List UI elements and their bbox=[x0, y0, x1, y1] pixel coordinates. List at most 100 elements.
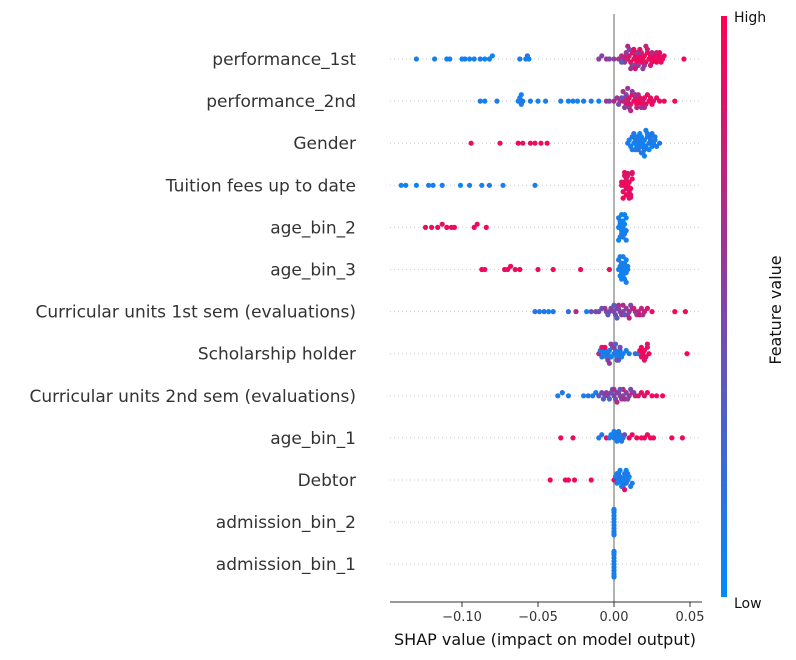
shap-point bbox=[477, 56, 483, 62]
shap-point bbox=[439, 182, 445, 188]
feature-label: age_bin_1 bbox=[270, 429, 356, 449]
shap-point bbox=[550, 266, 556, 273]
shap-point bbox=[616, 357, 622, 363]
shap-point bbox=[635, 92, 641, 98]
shap-point bbox=[467, 56, 473, 62]
shap-point bbox=[631, 390, 637, 396]
shap-point bbox=[643, 43, 649, 49]
shap-point bbox=[611, 386, 617, 392]
shap-point bbox=[547, 477, 553, 483]
shap-point bbox=[565, 477, 572, 483]
shap-point bbox=[468, 140, 474, 146]
shap-point bbox=[599, 390, 605, 396]
shap-point bbox=[413, 182, 419, 188]
shap-point bbox=[649, 309, 655, 315]
shap-point bbox=[657, 50, 663, 56]
colorbar bbox=[721, 16, 727, 597]
shap-point bbox=[660, 393, 666, 399]
shap-point bbox=[640, 66, 646, 72]
shap-point bbox=[432, 56, 438, 62]
shap-point bbox=[535, 98, 541, 104]
shap-point bbox=[672, 309, 678, 315]
x-tick-label: 0.00 bbox=[600, 610, 629, 625]
shap-point bbox=[422, 224, 429, 230]
shap-point bbox=[646, 351, 652, 357]
shap-point bbox=[532, 182, 538, 188]
shap-point bbox=[649, 101, 655, 107]
shap-point bbox=[647, 62, 654, 68]
shap-point bbox=[638, 344, 645, 350]
shap-point bbox=[672, 98, 678, 104]
shap-point bbox=[625, 85, 631, 91]
shap-point bbox=[527, 98, 534, 104]
shap-point bbox=[535, 266, 541, 273]
x-tick-label: 0.05 bbox=[676, 610, 705, 625]
shap-point bbox=[625, 396, 631, 402]
shap-point bbox=[584, 309, 590, 315]
shap-point bbox=[403, 182, 409, 188]
x-tick-label: −0.05 bbox=[518, 610, 558, 625]
shap-point bbox=[637, 46, 643, 53]
x-ticks: −0.10 −0.05 0.00 0.05 bbox=[442, 602, 704, 625]
shap-point bbox=[536, 309, 543, 315]
shap-point bbox=[508, 263, 514, 269]
shap-point bbox=[546, 309, 552, 315]
shap-point bbox=[435, 224, 441, 230]
shap-point bbox=[558, 435, 564, 441]
shap-point bbox=[623, 467, 629, 473]
shap-point bbox=[398, 182, 404, 188]
shap-point bbox=[623, 50, 629, 56]
shap-point bbox=[682, 309, 689, 315]
shap-point bbox=[679, 435, 686, 441]
shap-point bbox=[611, 531, 617, 537]
shap-point bbox=[603, 390, 610, 396]
shap-point bbox=[616, 237, 622, 243]
shap-point bbox=[413, 56, 419, 62]
shap-point bbox=[606, 266, 613, 273]
shap-point bbox=[555, 393, 561, 399]
shap-point bbox=[661, 53, 667, 59]
shap-point bbox=[483, 224, 489, 230]
shap-point bbox=[512, 266, 518, 273]
shap-point bbox=[620, 218, 626, 224]
shap-point bbox=[641, 357, 648, 363]
shap-point bbox=[497, 140, 503, 146]
shap-point bbox=[629, 176, 635, 182]
shap-point bbox=[626, 351, 632, 357]
shap-point bbox=[599, 432, 605, 438]
shap-point bbox=[611, 549, 617, 556]
shap-point bbox=[471, 56, 477, 62]
shap-point bbox=[620, 351, 626, 357]
colorbar-title: Feature value bbox=[766, 255, 785, 364]
shap-point bbox=[474, 221, 480, 227]
shap-point bbox=[515, 140, 521, 146]
x-axis-title: SHAP value (impact on model output) bbox=[394, 630, 696, 649]
shap-point bbox=[600, 396, 607, 402]
shap-point bbox=[657, 98, 663, 104]
shap-point bbox=[616, 101, 622, 107]
shap-point bbox=[623, 237, 629, 243]
feature-label: Gender bbox=[293, 134, 356, 154]
shap-point bbox=[517, 56, 523, 62]
shap-point bbox=[644, 390, 651, 396]
shap-point bbox=[606, 98, 613, 104]
shap-point bbox=[681, 56, 687, 62]
shap-point bbox=[616, 428, 622, 435]
shap-point bbox=[479, 182, 485, 188]
shap-point bbox=[559, 390, 565, 396]
x-tick-label: −0.10 bbox=[442, 610, 482, 625]
shap-point bbox=[619, 179, 625, 185]
shap-point bbox=[632, 147, 638, 153]
shap-point bbox=[620, 234, 626, 240]
shap-point bbox=[489, 53, 495, 59]
feature-rows: performance_1st performance_2nd Gender Tuit… bbox=[29, 50, 702, 575]
shap-point bbox=[643, 127, 649, 133]
shap-point bbox=[620, 195, 626, 201]
shap-point bbox=[612, 341, 619, 347]
shap-point bbox=[617, 344, 623, 350]
shap-point bbox=[632, 66, 638, 72]
shap-point bbox=[622, 487, 628, 493]
shap-point bbox=[494, 98, 500, 104]
shap-point bbox=[611, 428, 617, 435]
colorbar-high-label: High bbox=[734, 10, 766, 26]
